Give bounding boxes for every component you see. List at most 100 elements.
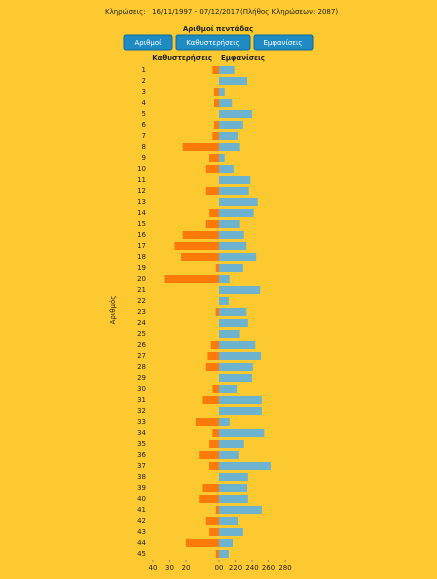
y-tick-label: 7 [142,132,146,140]
chart-title: Αριθμοί πεντάδας [183,25,253,33]
bar [202,484,219,492]
y-tick-label: 38 [137,473,146,481]
y-tick-label: 28 [137,363,146,371]
header-label: Κληρώσεις: [105,8,146,16]
bar [215,308,219,316]
y-tick-label: 8 [142,143,146,151]
bar [205,363,219,371]
button-label[interactable]: Αριθμοί [135,39,163,47]
bar [219,308,247,316]
y-tick-label: 43 [137,528,146,536]
x-tick-label: 260 [262,564,275,572]
bar [202,396,219,404]
bar [205,220,219,228]
y-tick-label: 13 [137,198,146,206]
bar [219,462,271,470]
bar [219,341,256,349]
button[interactable]: Αριθμοί [123,34,173,51]
bar [219,242,247,250]
bar [219,330,240,338]
bar [219,418,230,426]
y-tick-label: 5 [142,110,146,118]
header-count: (Πλήθος Κληρώσεων: 2087) [240,8,338,16]
bar [219,154,225,162]
bar [219,110,252,118]
y-tick-label: 29 [137,374,146,382]
bar [219,198,258,206]
bar [215,264,219,272]
bar [219,352,262,360]
y-tick-label: 17 [137,242,146,250]
y-tick-label: 30 [137,385,146,393]
button[interactable]: Καθυστερήσεις [175,34,251,51]
y-tick-label: 32 [137,407,146,415]
bar [219,385,238,393]
bar [186,539,219,547]
y-tick-label: 27 [137,352,146,360]
button-label[interactable]: Εμφανίσεις [263,39,302,47]
bar [219,264,243,272]
bar [219,484,248,492]
bar [210,341,219,349]
bar [219,473,248,481]
bar [212,385,219,393]
y-tick-label: 23 [137,308,146,316]
bar [219,495,248,503]
y-tick-label: 16 [137,231,146,239]
bar [205,517,219,525]
y-tick-label: 6 [142,121,147,129]
x-tick-label: 00 [215,564,224,572]
y-tick-label: 44 [137,539,146,547]
bar [219,209,254,217]
y-tick-label: 39 [137,484,146,492]
y-tick-label: 15 [137,220,146,228]
bar [219,165,234,173]
x-tick-label: 30 [165,564,174,572]
bar [219,176,251,184]
bar [209,462,219,470]
bar [207,352,219,360]
y-axis-label: Αριθμός [109,296,117,325]
y-tick-label: 10 [137,165,146,173]
y-tick-label: 11 [137,176,146,184]
y-tick-label: 35 [137,440,146,448]
y-tick-label: 21 [137,286,146,294]
bar [209,154,219,162]
bar [219,429,265,437]
bar [212,132,219,140]
bar [219,550,229,558]
y-tick-label: 37 [137,462,146,470]
y-tick-label: 24 [137,319,146,327]
bar [219,407,262,415]
bar [219,363,253,371]
bar [219,396,262,404]
y-tick-label: 1 [142,66,146,74]
bar [219,275,230,283]
bar [219,286,261,294]
x-tick-label: 20 [182,564,191,572]
bar [219,517,238,525]
y-tick-label: 36 [137,451,146,459]
x-tick-label: 40 [149,564,158,572]
bar [199,451,219,459]
bar [219,99,233,107]
bar [219,66,235,74]
y-tick-label: 18 [137,253,146,261]
bar [219,143,240,151]
bar [219,132,238,140]
header-period: 16/11/1997 - 07/12/2017 [152,8,240,16]
y-tick-label: 20 [137,275,146,283]
button[interactable]: Εμφανίσεις [253,34,314,51]
button-label[interactable]: Καθυστερήσεις [186,39,240,47]
bar [219,253,257,261]
y-tick-label: 34 [137,429,146,437]
bar [182,143,219,151]
bar [219,187,249,195]
y-tick-label: 14 [137,209,146,217]
bar [215,550,219,558]
y-tick-label: 41 [137,506,146,514]
y-tick-label: 31 [137,396,146,404]
bar [219,451,239,459]
bar [219,440,244,448]
